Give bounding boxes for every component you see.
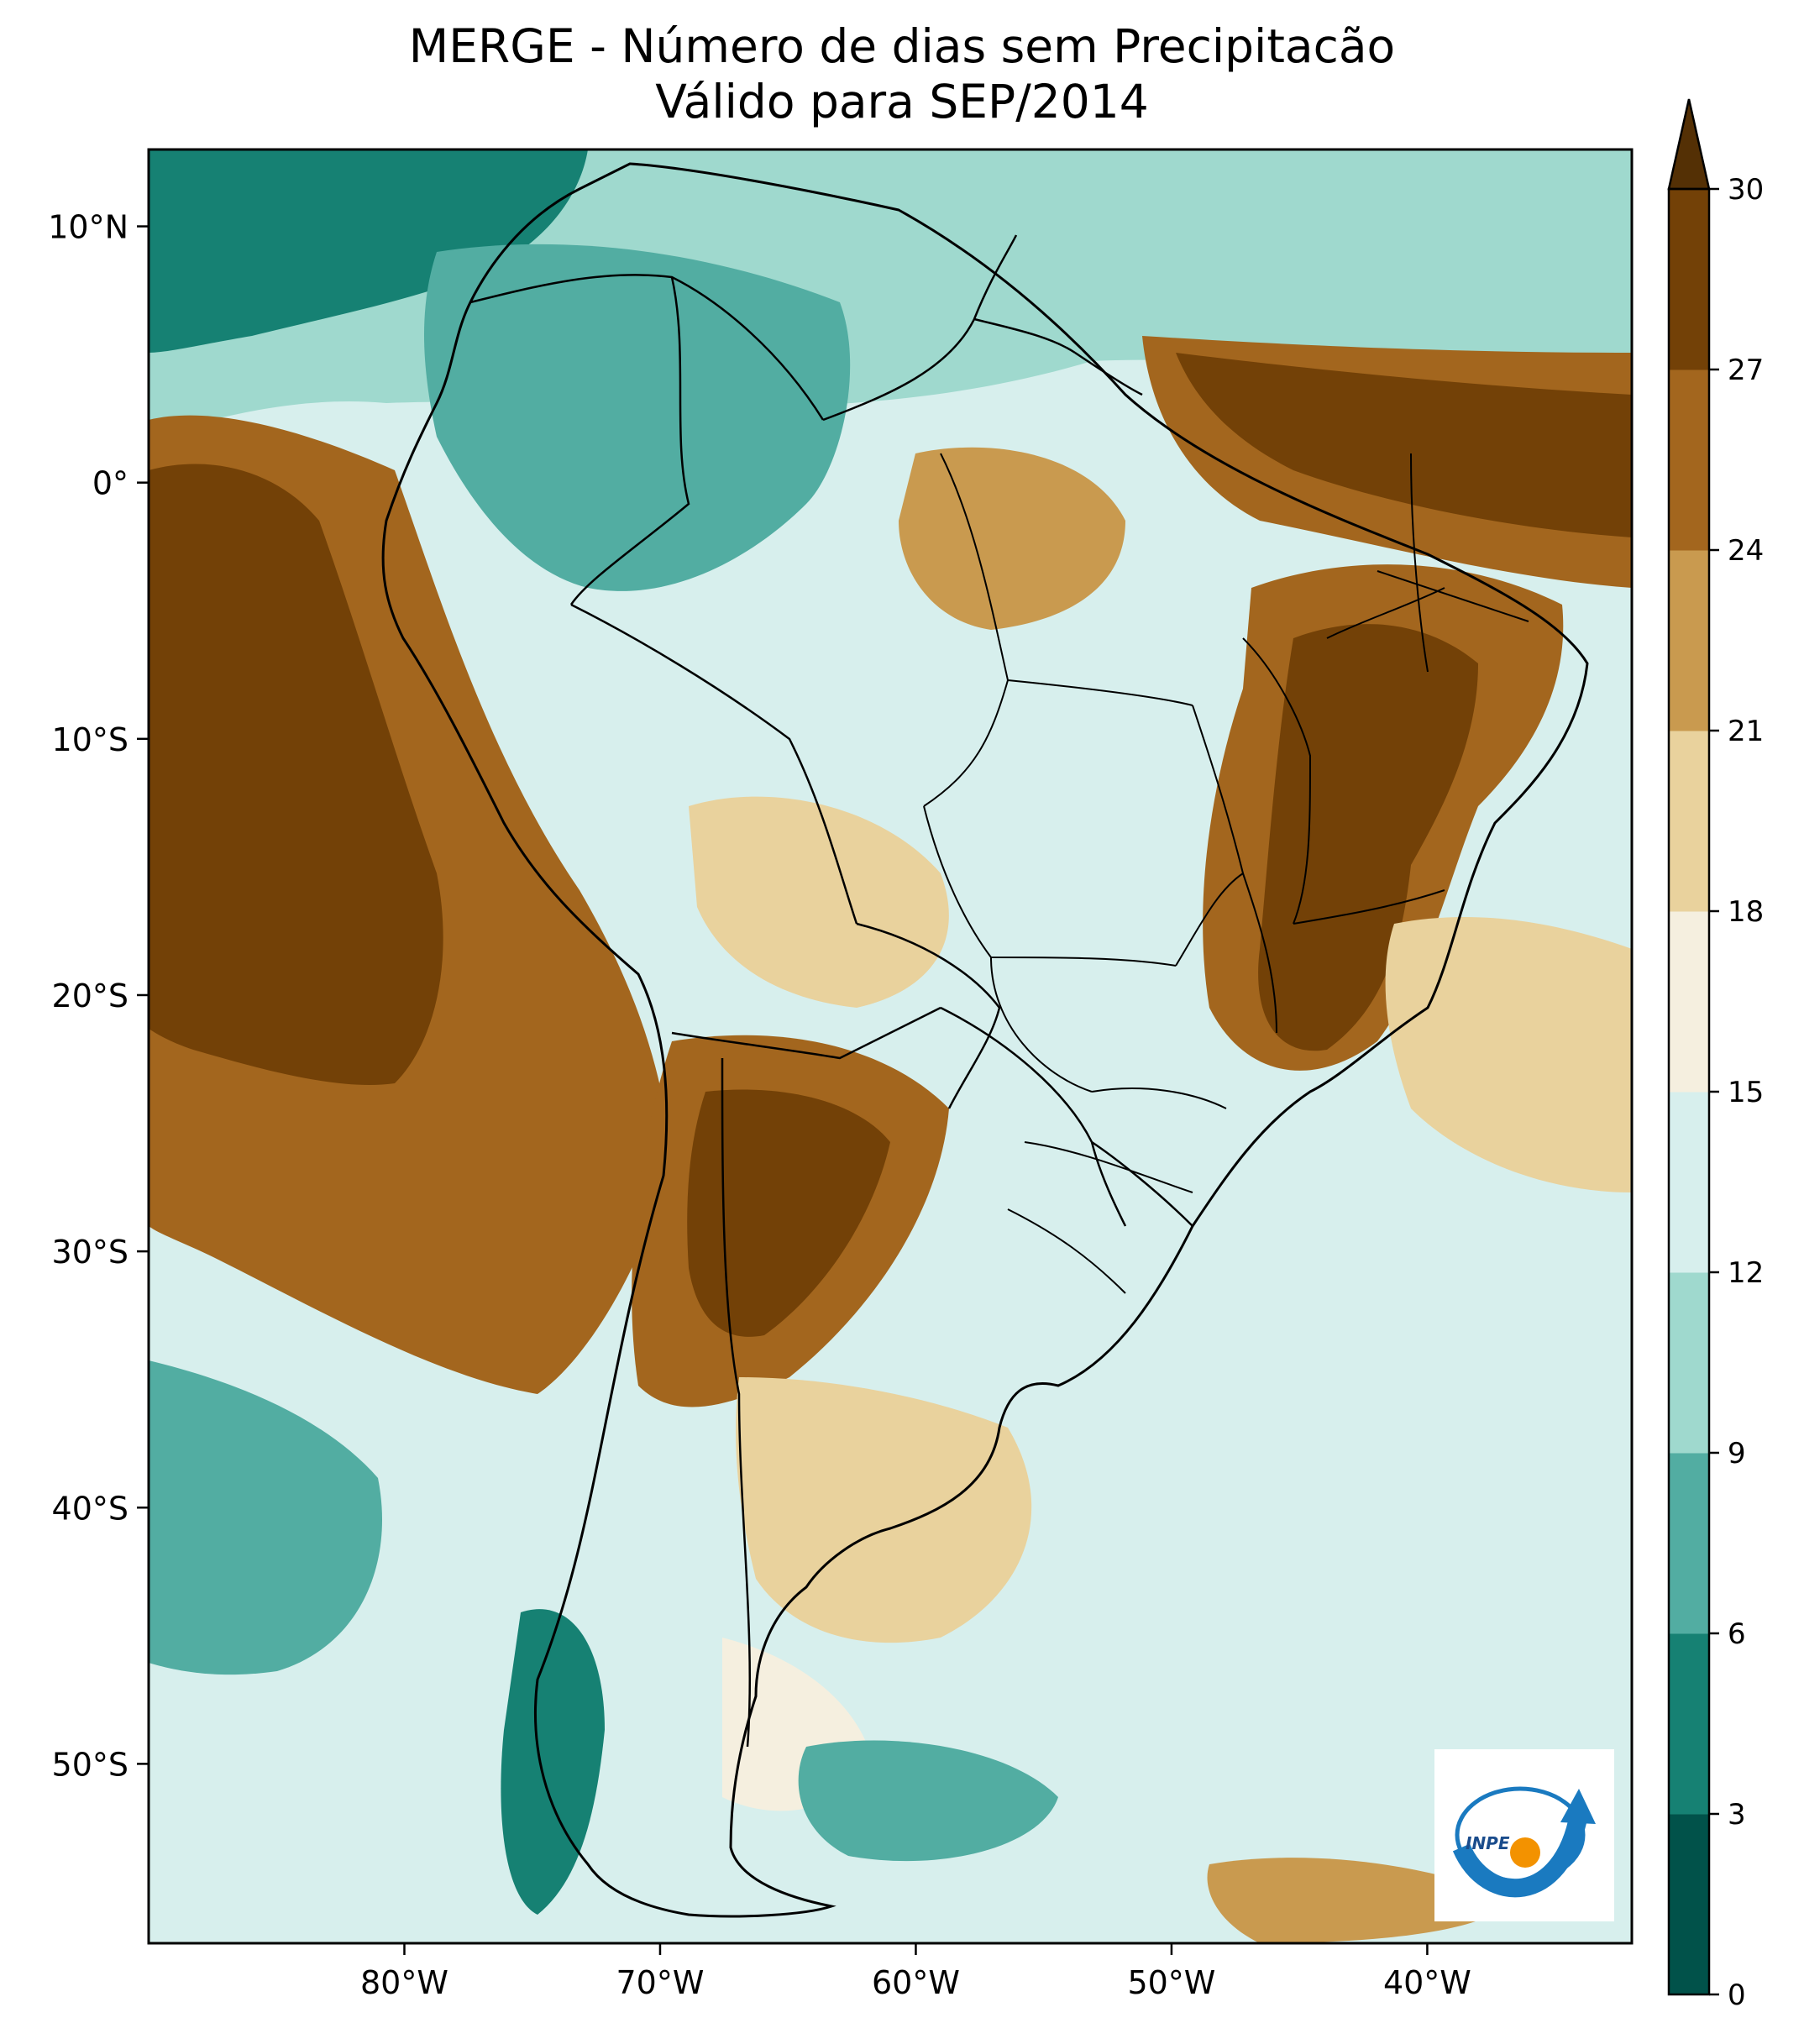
title-line-2: Válido para SEP/2014 bbox=[655, 75, 1149, 128]
country-borders bbox=[469, 234, 1193, 1748]
colorbar-tick-label: 0 bbox=[1728, 1978, 1746, 2012]
colorbar-block bbox=[1669, 731, 1709, 912]
longitude-axis: 80°W 70°W 60°W 50°W 40°W bbox=[360, 1943, 1471, 2001]
colorbar-block bbox=[1669, 1633, 1709, 1815]
colorbar-block bbox=[1669, 1453, 1709, 1634]
lon-tick-label: 80°W bbox=[360, 1964, 448, 2001]
field-south-east-atlantic bbox=[1385, 916, 1632, 1192]
colorbar-blocks bbox=[1669, 189, 1709, 1995]
colorbar-tick-label: 18 bbox=[1728, 895, 1764, 929]
colorbar-tick-label: 3 bbox=[1728, 1798, 1746, 1832]
colorbar-block bbox=[1669, 550, 1709, 731]
field-falklands-wet bbox=[798, 1740, 1058, 1862]
latitude-axis: 10°N 0° 10°S 20°S 30°S 40°S 50°S bbox=[48, 209, 149, 1783]
lon-tick-label: 40°W bbox=[1383, 1964, 1471, 2001]
colorbar-tick-label: 27 bbox=[1728, 354, 1764, 387]
colorbar-tick-label: 21 bbox=[1728, 715, 1764, 748]
lat-tick-label: 20°S bbox=[52, 977, 128, 1014]
lon-tick-label: 60°W bbox=[872, 1964, 960, 2001]
chart-title: MERGE - Número de dias sem Precipitacão … bbox=[0, 18, 1804, 129]
lat-tick-label: 50°S bbox=[52, 1746, 128, 1783]
logo-text: INPE bbox=[1466, 1833, 1510, 1853]
colorbar-block bbox=[1669, 369, 1709, 551]
colorbar-tick-label: 9 bbox=[1728, 1437, 1746, 1470]
field-central-mix bbox=[689, 796, 949, 1008]
field-central-brazil-dry bbox=[899, 447, 1125, 630]
lat-tick-label: 40°S bbox=[52, 1490, 128, 1527]
field-regions bbox=[149, 149, 1632, 1943]
lat-tick-label: 10°N bbox=[48, 209, 128, 246]
field-andes-south-wet bbox=[501, 1609, 605, 1915]
coastline bbox=[381, 162, 1589, 1918]
field-pampas-mix bbox=[736, 1377, 1032, 1643]
colorbar-tick-label: 30 bbox=[1728, 173, 1764, 207]
colorbar-block bbox=[1669, 1272, 1709, 1454]
colorbar-tick-label: 12 bbox=[1728, 1256, 1764, 1290]
lat-tick-label: 0° bbox=[92, 465, 128, 502]
lon-tick-label: 50°W bbox=[1127, 1964, 1215, 2001]
state-borders bbox=[923, 453, 1529, 1294]
field-caribbean-very-wet bbox=[149, 149, 588, 353]
field-pacific-very-dry bbox=[149, 464, 443, 1085]
colorbar-block bbox=[1669, 1092, 1709, 1273]
colorbar-extend-arrow bbox=[1667, 98, 1711, 191]
colorbar-ticks: 0 3 6 9 12 15 18 21 24 27 30 bbox=[1709, 173, 1764, 2012]
field-northeast-very-dry bbox=[1258, 624, 1478, 1051]
field-atlantic-very-dry bbox=[1176, 353, 1632, 537]
map-frame bbox=[147, 148, 1634, 1945]
lat-tick-label: 30°S bbox=[52, 1234, 128, 1271]
inpe-logo-icon: INPE bbox=[1452, 1786, 1596, 1898]
title-line-1: MERGE - Número de dias sem Precipitacão bbox=[408, 19, 1396, 73]
colorbar-tick-label: 24 bbox=[1728, 534, 1764, 568]
lon-tick-label: 70°W bbox=[616, 1964, 704, 2001]
field-south-pacific-wet bbox=[149, 1360, 382, 1675]
colorbar-block bbox=[1669, 189, 1709, 370]
lat-tick-label: 10°S bbox=[52, 721, 128, 758]
field-amazon-wet bbox=[424, 244, 851, 591]
colorbar-tick-label: 6 bbox=[1728, 1617, 1746, 1651]
colorbar-block bbox=[1669, 1814, 1709, 1995]
field-chaco-very-dry bbox=[687, 1089, 890, 1337]
colorbar-tick-label: 15 bbox=[1728, 1076, 1764, 1109]
colorbar-block bbox=[1669, 911, 1709, 1093]
